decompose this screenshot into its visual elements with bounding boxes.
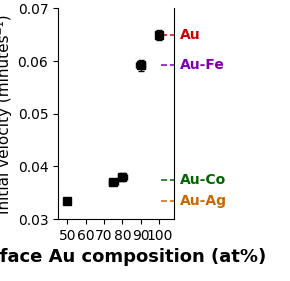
Y-axis label: Initial velocity (minutes⁻¹): Initial velocity (minutes⁻¹) [0,14,12,214]
Text: Au-Ag: Au-Ag [180,194,226,208]
Text: Au-Fe: Au-Fe [180,58,224,72]
Text: Au: Au [180,28,200,42]
X-axis label: Surface Au composition (at%): Surface Au composition (at%) [0,248,267,266]
Text: Au-Co: Au-Co [180,173,226,187]
